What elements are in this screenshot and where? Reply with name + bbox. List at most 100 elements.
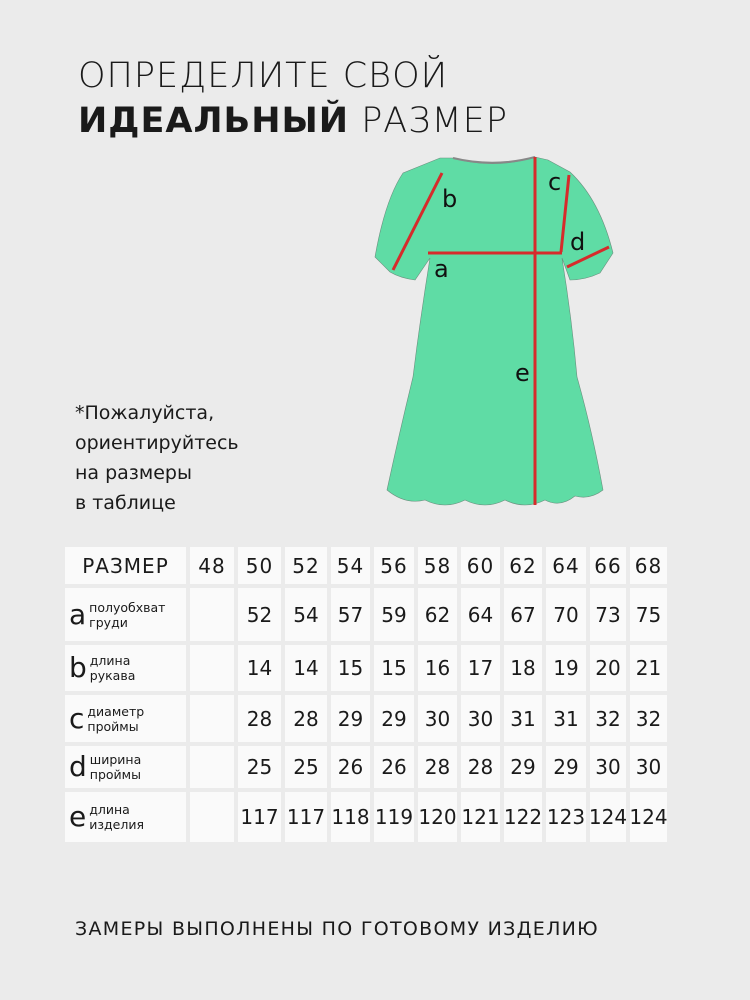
table-cell: 70 (546, 588, 586, 641)
measure-line-b (391, 172, 444, 271)
header-size: 62 (504, 547, 542, 584)
table-cell: 31 (546, 695, 586, 742)
row-label: b длина рукава (65, 645, 186, 691)
header-size: 56 (374, 547, 414, 584)
row-description-line: длина (89, 653, 131, 668)
row-label: e длина изделия (65, 792, 186, 842)
table-cell: 29 (504, 746, 542, 788)
table-cell: 119 (374, 792, 414, 842)
row-description: ширина проймы (90, 752, 141, 782)
row-description-line: диаметр (87, 703, 145, 719)
size-table: РАЗМЕР 48 50 52 54 56 58 60 62 64 66 68 a полуобхват г… (65, 547, 668, 842)
table-cell: 62 (418, 588, 457, 641)
table-cell: 30 (418, 695, 457, 742)
table-cell: 28 (418, 746, 457, 788)
row-description-line: рукава (89, 668, 136, 683)
row-label: a полуобхват груди (65, 588, 186, 641)
table-cell: 32 (590, 695, 626, 742)
table-cell: 18 (504, 645, 542, 691)
table-cell: 29 (374, 695, 414, 742)
row-description-line: ширина (89, 752, 142, 767)
table-cell: 15 (331, 645, 370, 691)
label-b: b (442, 185, 457, 213)
table-cell: 26 (374, 746, 414, 788)
row-description-line: груди (89, 614, 128, 630)
table-cell: 30 (461, 695, 500, 742)
table-cell: 14 (285, 645, 327, 691)
row-description-line: длина (89, 802, 130, 817)
measure-line-c (559, 174, 571, 253)
measure-line-d (566, 245, 610, 269)
table-cell: 121 (461, 792, 500, 842)
row-description: длина изделия (89, 802, 144, 832)
label-c: c (548, 168, 561, 196)
header-size: 50 (238, 547, 281, 584)
table-cell: 19 (546, 645, 586, 691)
table-cell: 123 (546, 792, 586, 842)
row-letter: b (69, 651, 87, 684)
table-cell: 117 (238, 792, 281, 842)
row-description: длина рукава (90, 653, 136, 683)
table-cell: 15 (374, 645, 414, 691)
row-description-line: проймы (87, 718, 139, 734)
table-cell: 32 (630, 695, 667, 742)
table-cell: 64 (461, 588, 500, 641)
row-description-line: полуобхват (89, 599, 166, 615)
title-line-2: ИДЕАЛЬНЫЙ РАЗМЕР (78, 101, 508, 141)
table-cell: 28 (285, 695, 327, 742)
header-size: 58 (418, 547, 457, 584)
header-size: 64 (546, 547, 586, 584)
table-cell: 120 (418, 792, 457, 842)
table-cell: 124 (589, 792, 627, 842)
table-cell: 54 (285, 588, 327, 641)
row-description-line: проймы (89, 767, 141, 782)
table-cell: 124 (629, 792, 668, 842)
title-rest: РАЗМЕР (349, 101, 508, 141)
table-cell: 14 (238, 645, 281, 691)
note-line: ориентируйтесь (75, 432, 239, 454)
header-size-label: РАЗМЕР (65, 547, 186, 584)
title-bold: ИДЕАЛЬНЫЙ (78, 101, 350, 141)
table-cell: 25 (238, 746, 281, 788)
table-cell: 28 (461, 746, 500, 788)
label-d: d (570, 228, 585, 256)
label-a: a (434, 255, 449, 283)
table-cell: 16 (418, 645, 457, 691)
table-cell (190, 746, 234, 788)
header-size: 68 (630, 547, 667, 584)
table-cell: 30 (630, 746, 667, 788)
table-cell: 75 (630, 588, 667, 641)
table-cell: 26 (331, 746, 370, 788)
table-cell: 67 (504, 588, 542, 641)
row-label: d ширина проймы (65, 746, 186, 788)
row-label: c диаметр проймы (65, 695, 186, 742)
header-size: 66 (590, 547, 626, 584)
row-description: полуобхват груди (89, 600, 165, 630)
footer-note: ЗАМЕРЫ ВЫПОЛНЕНЫ ПО ГОТОВОМУ ИЗДЕЛИЮ (75, 918, 599, 940)
header-size: 60 (461, 547, 500, 584)
table-cell: 28 (238, 695, 281, 742)
header-size: 52 (285, 547, 327, 584)
note-line: в таблице (75, 492, 176, 514)
table-cell (190, 588, 234, 641)
table-cell: 30 (590, 746, 626, 788)
table-cell: 122 (504, 792, 542, 842)
row-letter: d (69, 750, 87, 783)
table-cell: 52 (238, 588, 281, 641)
table-cell: 73 (590, 588, 626, 641)
row-letter: c (69, 701, 85, 735)
row-letter: e (69, 800, 87, 833)
header-size: 48 (190, 547, 234, 584)
row-letter: a (69, 597, 87, 631)
table-cell: 20 (590, 645, 626, 691)
table-cell (190, 645, 234, 691)
table-cell: 31 (504, 695, 542, 742)
table-cell (190, 792, 234, 842)
neckline (452, 156, 536, 164)
label-e: e (515, 359, 530, 387)
table-cell: 17 (461, 645, 500, 691)
note: *Пожалуйста, ориентируйтесь на размеры в… (75, 398, 239, 518)
row-description-line: изделия (89, 817, 144, 832)
